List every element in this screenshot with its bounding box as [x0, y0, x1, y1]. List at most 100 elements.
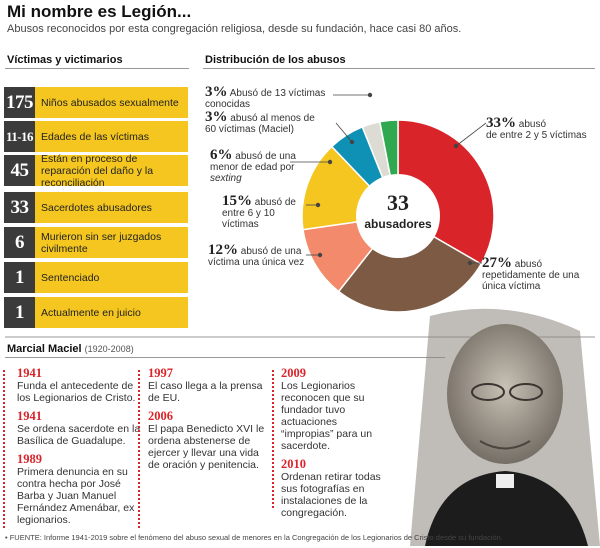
timeline-column: 2009 Los Legionarios reconocen que su fu… — [281, 367, 391, 525]
timeline-item: 2010 Ordenan retirar todas sus fotografí… — [281, 457, 391, 520]
stat-row: 33 Sacerdotes abusadores — [4, 192, 188, 223]
pie-label-pct: 6% — [210, 147, 233, 163]
stat-row: 11-16 Edades de las víctimas — [4, 121, 188, 152]
timeline-line — [272, 370, 274, 508]
stat-row: 1 Sentenciado — [4, 262, 188, 293]
stat-row: 175 Niños abusados sexualmente — [4, 87, 188, 118]
timeline-text: El papa Benedicto XVI le ordena abstener… — [148, 423, 265, 471]
distribution-rule — [203, 68, 595, 69]
page-subtitle: Abusos reconocidos por esta congregación… — [7, 23, 462, 35]
stat-row: 6 Murieron sin ser juzgados civilmente — [4, 227, 188, 258]
pie-label-pct: 27% — [482, 255, 512, 271]
stat-number: 33 — [4, 192, 35, 223]
pie-label-text: de entre 2 y 5 víctimas — [486, 130, 587, 141]
pie-center-label: abusadores — [364, 217, 432, 231]
portrait-mouth — [479, 440, 531, 450]
pie-slice — [337, 215, 483, 313]
pie-label-text: abusó — [254, 197, 283, 208]
page-title: Mi nombre es Legión... — [7, 2, 192, 21]
timeline-year: 2010 — [281, 457, 306, 471]
stat-label: Están en proceso de reparación del daño … — [35, 153, 188, 189]
pie-label-text: una víctima una única vez — [208, 246, 305, 268]
timeline-year: 1941 — [17, 366, 42, 380]
pie-label-pct: 3% — [205, 109, 228, 125]
stat-number: 45 — [4, 155, 35, 186]
pie-label: 15% abusó de entre 6 y 10 víctimas — [222, 193, 304, 231]
timeline-line — [3, 370, 5, 528]
portrait-head — [447, 324, 563, 464]
distribution-title: Distribución de los abusos — [205, 54, 346, 66]
timeline-text: El caso llega a la prensa de EU. — [148, 380, 263, 404]
timeline-text: Los Legionarios reconocen que su fundado… — [281, 380, 373, 452]
stat-label: Murieron sin ser juzgados civilmente — [35, 227, 188, 258]
stat-label: Actualmente en juicio — [35, 297, 188, 328]
pie-label-text: repetidamente de una única víctima — [482, 270, 580, 292]
pie-label: 33% abusó de entre 2 y 5 víctimas — [486, 115, 598, 142]
timeline-item: 2009 Los Legionarios reconocen que su fu… — [281, 366, 391, 453]
portrait-glasses-left — [471, 383, 505, 401]
pie-label: 6% abusó de una menor de edad por sextin… — [210, 147, 300, 185]
pie-label-pct: 12% — [208, 242, 238, 258]
pie-label-text: abusó de — [240, 246, 282, 257]
timeline-item: 2006 El papa Benedicto XVI le ordena abs… — [148, 409, 270, 472]
timeline-item: 1941 Se ordena sacerdote en la Basílica … — [17, 409, 147, 448]
pie-label-pct: 33% — [486, 115, 516, 131]
bio-rule — [5, 357, 445, 358]
portrait-image — [410, 308, 600, 546]
pie-center-hole — [356, 174, 440, 258]
bio-years: (1920-2008) — [84, 344, 134, 354]
pie-label-text: Abusó de 13 víctimas conocidas — [205, 88, 326, 110]
pie-label-text: abusó al menos de — [230, 113, 315, 124]
stat-row: 45 Están en proceso de reparación del da… — [4, 153, 188, 189]
pie-label: 12% abusó de una víctima una única vez — [208, 242, 308, 269]
stat-label: Niños abusados sexualmente — [35, 87, 188, 118]
timeline-text: Ordenan retirar todas sus fotografías en… — [281, 471, 381, 519]
leader-dot — [367, 92, 373, 98]
portrait-body — [425, 471, 588, 546]
stat-label: Sentenciado — [35, 262, 188, 293]
timeline-item: 1941 Funda el antecedente de los Legiona… — [17, 366, 147, 405]
pie-label: 3% abusó al menos de 60 víctimas (Maciel… — [205, 109, 315, 136]
bio-name: Marcial Maciel — [7, 343, 82, 355]
timeline-year: 1941 — [17, 409, 42, 423]
timeline-line — [138, 370, 140, 528]
stat-number: 11-16 — [4, 121, 35, 152]
pie-label-text-italic: sexting — [210, 173, 242, 184]
pie-label-pct: 15% — [222, 193, 252, 209]
pie-chart-svg: 33 abusadores — [301, 119, 495, 313]
stat-number: 1 — [4, 297, 35, 328]
victims-title: Víctimas y victimarios — [7, 54, 123, 66]
pie-label-text: 60 víctimas (Maciel) — [205, 124, 294, 135]
timeline-year: 1997 — [148, 366, 173, 380]
stat-label: Edades de las víctimas — [35, 121, 188, 152]
timeline-text: Se ordena sacerdote en la Basílica de Gu… — [17, 423, 141, 447]
timeline-year: 1989 — [17, 452, 42, 466]
stat-number: 6 — [4, 227, 35, 258]
timeline-text: Funda el antecedente de los Legionarios … — [17, 380, 136, 404]
pie-label-text: abusó — [518, 119, 547, 130]
victims-rule — [5, 68, 189, 69]
portrait-collar — [496, 474, 514, 488]
timeline-year: 2009 — [281, 366, 306, 380]
timeline-text: Primera denuncia en su contra hecha por … — [17, 466, 135, 526]
portrait-glasses-right — [509, 383, 543, 401]
stat-number: 1 — [4, 262, 35, 293]
timeline-year: 2006 — [148, 409, 173, 423]
pie-label: 27% abusó repetidamente de una única víc… — [482, 255, 598, 293]
timeline-item: 1997 El caso llega a la prensa de EU. — [148, 366, 270, 405]
stat-row: 1 Actualmente en juicio — [4, 297, 188, 328]
stat-number: 175 — [4, 87, 35, 118]
timeline-item: 1989 Primera denuncia en su contra hecha… — [17, 452, 147, 527]
source-footnote: • FUENTE: Informe 1941-2019 sobre el fen… — [5, 533, 503, 542]
stat-label: Sacerdotes abusadores — [35, 192, 188, 223]
timeline-column: 1941 Funda el antecedente de los Legiona… — [17, 367, 147, 532]
pie-label-text: una menor de edad por — [210, 151, 296, 173]
bio-title: Marcial Maciel (1920-2008) — [7, 343, 134, 355]
timeline-column: 1997 El caso llega a la prensa de EU. 20… — [148, 367, 270, 477]
pie-label-text: abusó de — [235, 151, 277, 162]
pie-chart: 33 abusadores — [300, 118, 496, 314]
pie-label-text: abusó — [514, 259, 543, 270]
pie-label: 3% Abusó de 13 víctimas conocidas — [205, 85, 355, 111]
pie-label-text: de entre 6 y 10 víctimas — [222, 197, 296, 230]
pie-center-number: 33 — [387, 190, 409, 215]
